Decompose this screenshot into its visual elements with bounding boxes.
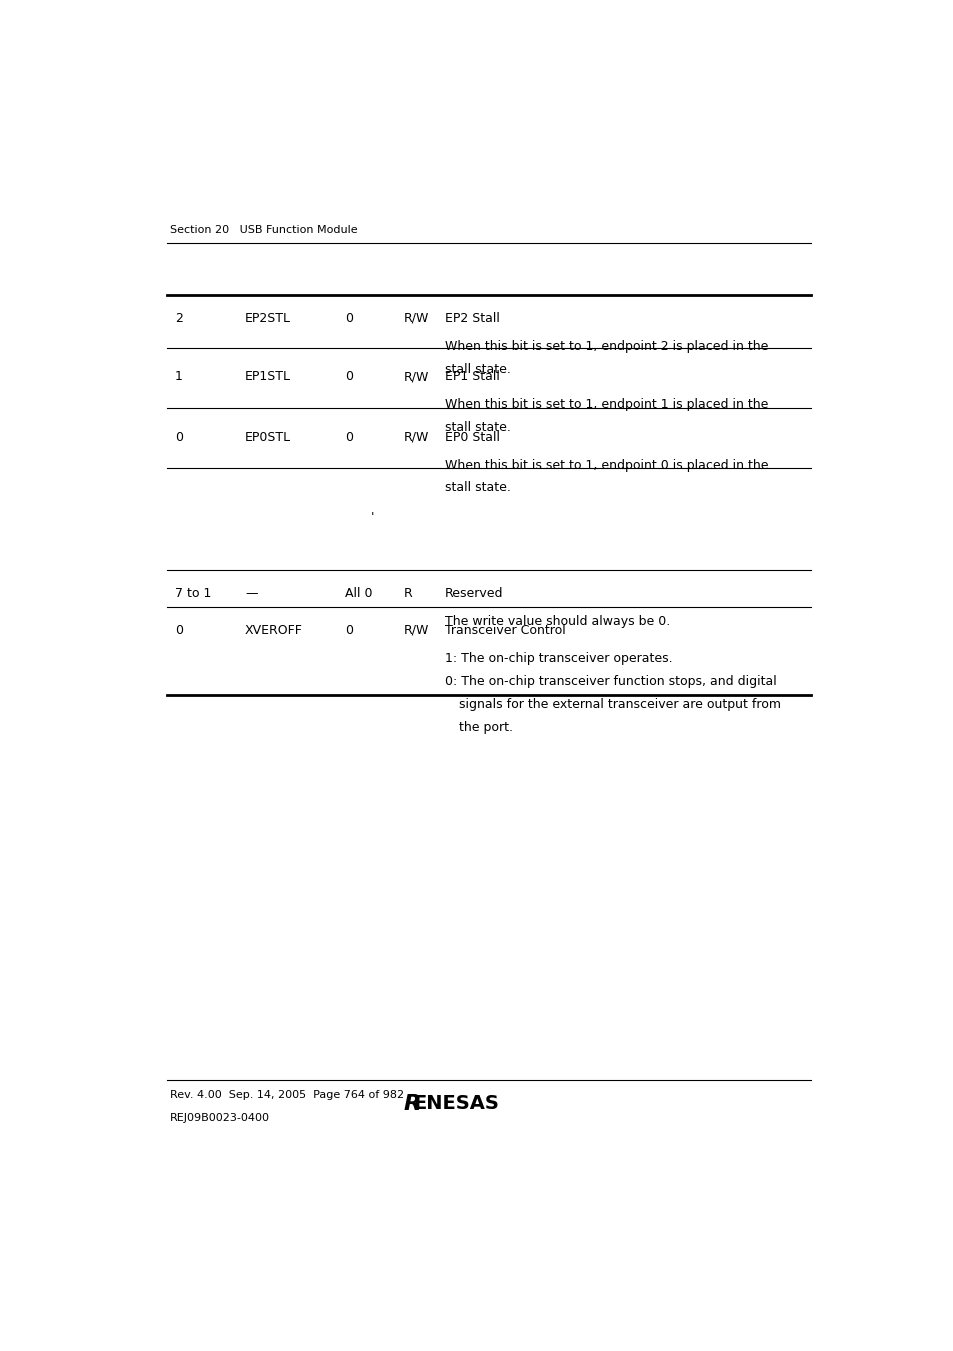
Text: 0: 0 [344,370,353,384]
Text: Transceiver Control: Transceiver Control [444,624,565,638]
Text: Section 20   USB Function Module: Section 20 USB Function Module [170,224,356,235]
Text: stall state.: stall state. [444,363,510,376]
Text: 0: 0 [174,624,183,638]
Text: EP2 Stall: EP2 Stall [444,312,499,326]
Text: 0: 0 [174,431,183,443]
Text: R/W: R/W [403,431,429,443]
Text: XVEROFF: XVEROFF [245,624,302,638]
Text: EP0 Stall: EP0 Stall [444,431,499,443]
Text: EP1 Stall: EP1 Stall [444,370,499,384]
Text: Reserved: Reserved [444,586,502,600]
Text: R: R [403,1094,420,1115]
Text: R/W: R/W [403,624,429,638]
Text: 0: The on-chip transceiver function stops, and digital: 0: The on-chip transceiver function stop… [444,676,776,688]
Text: When this bit is set to 1, endpoint 2 is placed in the: When this bit is set to 1, endpoint 2 is… [444,340,767,353]
Text: 1: The on-chip transceiver operates.: 1: The on-chip transceiver operates. [444,653,672,665]
Text: EP1STL: EP1STL [245,370,291,384]
Text: signals for the external transceiver are output from: signals for the external transceiver are… [459,698,781,711]
Text: stall state.: stall state. [444,481,510,494]
Text: stall state.: stall state. [444,422,510,434]
Text: Rev. 4.00  Sep. 14, 2005  Page 764 of 982: Rev. 4.00 Sep. 14, 2005 Page 764 of 982 [170,1090,403,1100]
Text: When this bit is set to 1, endpoint 1 is placed in the: When this bit is set to 1, endpoint 1 is… [444,399,767,411]
Text: —: — [245,586,257,600]
Text: 0: 0 [344,431,353,443]
Text: R: R [403,586,413,600]
Text: the port.: the port. [459,720,513,734]
Text: 0: 0 [344,312,353,326]
Text: EP0STL: EP0STL [245,431,291,443]
Text: When this bit is set to 1, endpoint 0 is placed in the: When this bit is set to 1, endpoint 0 is… [444,458,767,471]
Text: 2: 2 [174,312,182,326]
Text: R/W: R/W [403,312,429,326]
Text: 7 to 1: 7 to 1 [174,586,211,600]
Text: ENESAS: ENESAS [413,1094,498,1113]
Text: All 0: All 0 [344,586,372,600]
Text: 0: 0 [344,624,353,638]
Text: The write value should always be 0.: The write value should always be 0. [444,615,669,628]
Text: EP2STL: EP2STL [245,312,291,326]
Text: REJ09B0023-0400: REJ09B0023-0400 [170,1113,270,1123]
Text: R/W: R/W [403,370,429,384]
Text: ': ' [370,512,374,524]
Text: 1: 1 [174,370,182,384]
